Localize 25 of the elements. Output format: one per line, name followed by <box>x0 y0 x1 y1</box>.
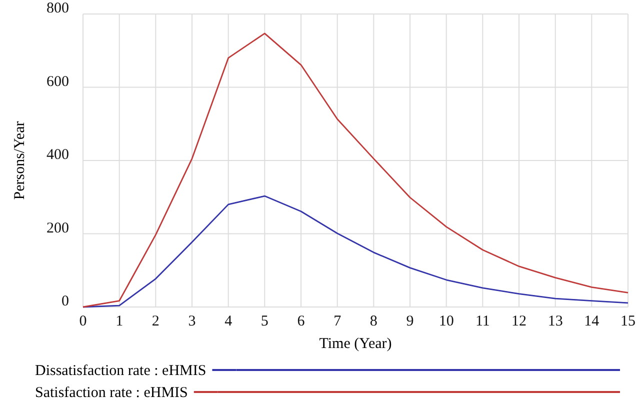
y-tick-label: 600 <box>46 74 69 90</box>
x-tick-label: 1 <box>116 314 124 330</box>
y-tick-label: 0 <box>62 294 69 310</box>
x-tick-label: 13 <box>548 314 563 330</box>
x-tick-label: 0 <box>79 314 87 330</box>
x-tick-label: 5 <box>260 314 268 330</box>
x-tick-label: 8 <box>370 314 378 330</box>
x-tick-label: 7 <box>334 314 342 330</box>
x-tick-label: 11 <box>475 314 490 330</box>
x-tick-label: 10 <box>438 314 454 330</box>
x-tick-label: 9 <box>406 314 414 330</box>
x-axis-title: Time (Year) <box>319 336 392 352</box>
y-tick-label: 200 <box>46 220 69 236</box>
legend-label: Dissatisfaction rate : eHMIS <box>35 363 206 379</box>
x-tick-label: 3 <box>188 314 196 330</box>
x-tick-label: 4 <box>224 314 233 330</box>
y-tick-label: 800 <box>46 0 69 16</box>
y-axis-title: Persons/Year <box>12 121 28 200</box>
x-tick-label: 15 <box>620 314 636 330</box>
x-tick-label: 6 <box>297 314 306 330</box>
x-tick-label: 14 <box>584 314 600 330</box>
x-tick-label: 2 <box>152 314 160 330</box>
legend-label: Satisfaction rate : eHMIS <box>35 385 188 401</box>
x-tick-label: 12 <box>512 314 526 330</box>
y-tick-label: 400 <box>46 147 69 163</box>
